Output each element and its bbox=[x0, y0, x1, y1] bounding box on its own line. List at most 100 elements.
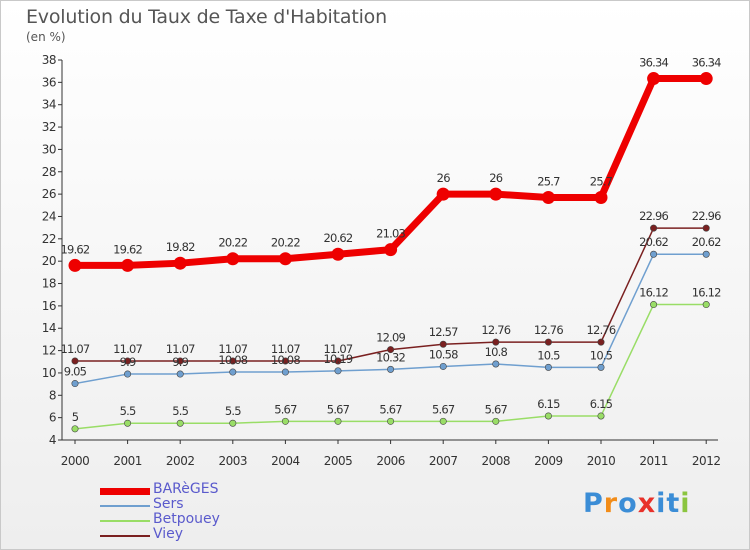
data-label: 12.57 bbox=[429, 325, 458, 339]
data-label: 5 bbox=[72, 410, 79, 424]
data-point bbox=[492, 360, 500, 368]
data-label: 11.07 bbox=[61, 342, 90, 356]
data-point bbox=[173, 256, 187, 270]
proxiti-logo: Proxiti bbox=[583, 488, 691, 519]
data-point bbox=[176, 370, 184, 378]
data-label: 5.67 bbox=[327, 402, 350, 416]
x-tick-label: 2011 bbox=[639, 454, 668, 468]
data-point bbox=[384, 243, 398, 257]
y-tick-label: 30 bbox=[42, 142, 56, 156]
data-label: 5.5 bbox=[120, 404, 136, 418]
data-label: 20.62 bbox=[639, 235, 668, 249]
data-point bbox=[702, 224, 710, 232]
data-label: 20.62 bbox=[692, 235, 721, 249]
data-point bbox=[650, 301, 658, 309]
data-label: 11.07 bbox=[113, 342, 142, 356]
data-label: 10.08 bbox=[218, 353, 247, 367]
data-point bbox=[281, 357, 289, 365]
data-point bbox=[71, 380, 79, 388]
data-point bbox=[541, 190, 555, 204]
data-point bbox=[176, 357, 184, 365]
data-label: 10.08 bbox=[271, 353, 300, 367]
data-point bbox=[597, 338, 605, 346]
data-label: 10.19 bbox=[324, 352, 353, 366]
data-point bbox=[124, 370, 132, 378]
x-tick-label: 2008 bbox=[482, 454, 511, 468]
data-point bbox=[331, 247, 345, 261]
data-point bbox=[544, 363, 552, 371]
data-label: 21.03 bbox=[376, 227, 405, 241]
x-tick-label: 2002 bbox=[166, 454, 195, 468]
data-label: 11.07 bbox=[324, 342, 353, 356]
data-point bbox=[121, 258, 135, 272]
data-point bbox=[334, 367, 342, 375]
data-point bbox=[597, 412, 605, 420]
data-point bbox=[334, 357, 342, 365]
data-label: 20.22 bbox=[218, 236, 247, 250]
data-point bbox=[124, 419, 132, 427]
legend-label: BARèGES bbox=[153, 481, 219, 497]
logo-letter: t bbox=[666, 488, 681, 519]
x-tick-label: 2004 bbox=[271, 454, 300, 468]
data-label: 5.67 bbox=[379, 402, 402, 416]
x-tick-label: 2012 bbox=[692, 454, 721, 468]
y-tick-label: 4 bbox=[49, 433, 56, 447]
data-point bbox=[229, 419, 237, 427]
legend-label: Viey bbox=[153, 526, 184, 542]
y-tick-label: 22 bbox=[42, 232, 56, 246]
data-label: 19.82 bbox=[166, 240, 195, 254]
data-label: 5.67 bbox=[432, 402, 455, 416]
data-label: 12.76 bbox=[481, 323, 510, 337]
data-point bbox=[650, 224, 658, 232]
data-label: 36.34 bbox=[692, 56, 721, 70]
data-point bbox=[436, 187, 450, 201]
data-label: 10.58 bbox=[429, 347, 458, 361]
x-tick-label: 2000 bbox=[61, 454, 90, 468]
logo-letter: i bbox=[680, 488, 691, 519]
y-tick-label: 6 bbox=[49, 411, 56, 425]
y-tick-label: 8 bbox=[49, 388, 56, 402]
logo-letter: r bbox=[603, 488, 619, 519]
data-label: 19.62 bbox=[113, 242, 142, 256]
data-point bbox=[387, 346, 395, 354]
data-label: 25.7 bbox=[537, 174, 560, 188]
data-label: 20.62 bbox=[324, 231, 353, 245]
data-point bbox=[334, 417, 342, 425]
data-label: 19.62 bbox=[61, 242, 90, 256]
data-label: 11.07 bbox=[218, 342, 247, 356]
y-tick-label: 28 bbox=[42, 165, 56, 179]
data-point bbox=[439, 417, 447, 425]
x-tick-label: 2005 bbox=[324, 454, 353, 468]
data-point bbox=[124, 357, 132, 365]
y-tick-label: 24 bbox=[42, 209, 56, 223]
y-tick-label: 16 bbox=[42, 299, 56, 313]
data-point bbox=[439, 362, 447, 370]
data-point bbox=[650, 250, 658, 258]
data-point bbox=[71, 425, 79, 433]
data-label: 6.15 bbox=[537, 397, 560, 411]
data-point bbox=[699, 72, 713, 86]
data-point bbox=[226, 252, 240, 266]
data-point bbox=[702, 250, 710, 258]
data-point bbox=[281, 417, 289, 425]
data-point bbox=[439, 340, 447, 348]
logo-letter: i bbox=[656, 488, 667, 519]
data-label: 5.67 bbox=[274, 402, 297, 416]
data-point bbox=[594, 190, 608, 204]
y-tick-label: 12 bbox=[42, 344, 56, 358]
data-point bbox=[492, 417, 500, 425]
y-tick-label: 34 bbox=[42, 98, 56, 112]
data-point bbox=[71, 357, 79, 365]
data-label: 9.9 bbox=[120, 355, 136, 369]
data-label: 5.5 bbox=[225, 404, 241, 418]
data-label: 26 bbox=[489, 171, 503, 185]
logo-letter: x bbox=[637, 488, 657, 519]
data-label: 36.34 bbox=[639, 56, 668, 70]
y-tick-label: 10 bbox=[42, 366, 56, 380]
data-point bbox=[597, 363, 605, 371]
data-point bbox=[544, 338, 552, 346]
x-tick-label: 2003 bbox=[219, 454, 248, 468]
data-point bbox=[702, 301, 710, 309]
